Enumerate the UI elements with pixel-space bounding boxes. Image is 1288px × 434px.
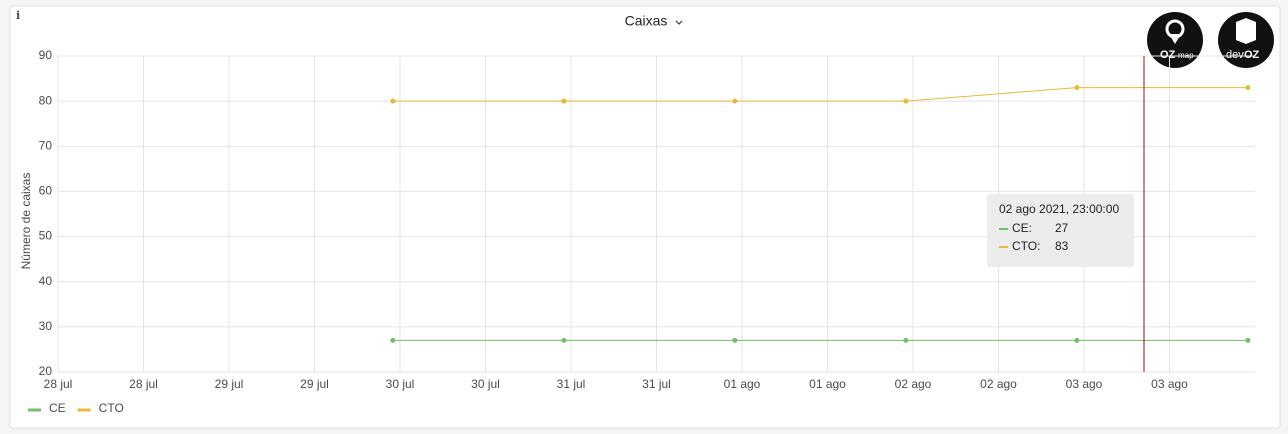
x-tick-label: 29 jul — [300, 377, 329, 391]
title-chevron[interactable] — [675, 20, 683, 25]
data-point — [561, 98, 567, 104]
x-tick-label: 28 jul — [129, 377, 158, 391]
x-tick-label: 01 ago — [809, 377, 846, 391]
data-point — [390, 337, 396, 343]
legend-label: CTO — [99, 401, 124, 415]
series-line — [392, 87, 1248, 102]
data-point — [903, 337, 909, 343]
logo-text: OZ — [1244, 49, 1260, 61]
y-axis-label: Número de caixas — [19, 173, 33, 270]
logo-mark: OZ — [1160, 49, 1176, 61]
x-tick-label: 30 jul — [386, 377, 415, 391]
logo-mark: dev — [1226, 49, 1244, 61]
x-tick-label: 02 ago — [980, 377, 1017, 391]
y-tick-label: 70 — [39, 138, 53, 152]
data-point — [732, 98, 738, 104]
data-point — [1245, 337, 1251, 343]
panel-title[interactable]: Caixas — [625, 13, 668, 29]
y-tick-label: 40 — [39, 274, 53, 288]
y-tick-label: 90 — [39, 48, 53, 62]
y-tick-label: 50 — [39, 229, 53, 243]
y-tick-label: 20 — [39, 364, 53, 378]
y-tick-label: 30 — [39, 319, 53, 333]
legend-label: CE — [49, 401, 66, 415]
x-tick-label: 03 ago — [1151, 377, 1188, 391]
tooltip: 02 ago 2021, 23:00:00 CE: 27 CTO: 83 — [987, 194, 1134, 267]
x-tick-label: 28 jul — [44, 377, 73, 391]
tooltip-label: CTO: — [1012, 239, 1040, 253]
data-point — [1245, 85, 1251, 91]
tooltip-label: CE: — [1012, 221, 1032, 235]
x-tick-label: 31 jul — [642, 377, 671, 391]
info-icon[interactable]: i — [16, 9, 20, 22]
x-tick-label: 29 jul — [215, 377, 244, 391]
tooltip-value: 83 — [1055, 239, 1069, 253]
y-tick-label: 60 — [39, 184, 53, 198]
panel-frame — [9, 5, 1281, 429]
x-tick-label: 02 ago — [895, 377, 932, 391]
x-tick-label: 31 jul — [557, 377, 586, 391]
x-tick-label: 30 jul — [471, 377, 500, 391]
data-point — [1074, 337, 1080, 343]
tooltip-value: 27 — [1055, 221, 1069, 235]
tooltip-title: 02 ago 2021, 23:00:00 — [999, 202, 1119, 216]
y-tick-label: 80 — [39, 93, 53, 107]
data-point — [1074, 85, 1080, 91]
tooltip-box — [987, 194, 1134, 267]
data-point — [561, 337, 567, 343]
x-tick-label: 03 ago — [1066, 377, 1103, 391]
logo-ozmap[interactable]: OZ map — [1147, 12, 1203, 68]
data-point — [732, 337, 738, 343]
data-point — [390, 98, 396, 104]
logo-devoz[interactable]: dev OZ — [1218, 12, 1274, 68]
x-tick-label: 01 ago — [724, 377, 761, 391]
data-point — [903, 98, 909, 104]
